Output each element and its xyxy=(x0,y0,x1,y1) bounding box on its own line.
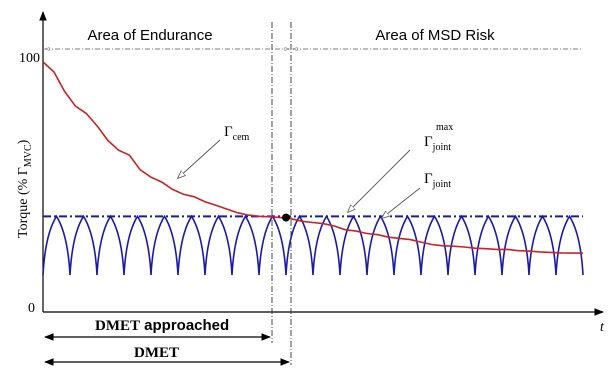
y-axis-label: Torque (% ΓMVC) xyxy=(16,139,34,238)
cem-symbol: Γ xyxy=(224,124,233,140)
region-endurance-label: Area of Endurance xyxy=(87,27,212,44)
y-tick-100: 100 xyxy=(19,51,40,66)
cem-annotation-label: Γcem xyxy=(224,124,250,143)
max-annotation-arrow xyxy=(348,149,411,212)
y-axis-label-end: ) xyxy=(16,139,31,144)
dmet-approached-bold: DMET xyxy=(95,318,140,334)
cem-sub: cem xyxy=(233,132,250,143)
joint-sub: joint xyxy=(432,179,452,190)
dmet-approached-rest: approached xyxy=(140,317,229,334)
series-joint-line xyxy=(42,214,584,276)
y-tick-0: 0 xyxy=(28,301,35,316)
joint-annotation-label: Γjoint xyxy=(424,171,451,190)
dmet-approached-label: DMET approached xyxy=(95,317,229,334)
dmet-intersection-point xyxy=(282,213,290,222)
x-axis-label: t xyxy=(600,320,605,335)
max-annotation-label: Γjoint xyxy=(424,134,451,153)
region-msd-label: Area of MSD Risk xyxy=(375,27,495,44)
cem-annotation-arrow xyxy=(178,139,221,178)
joint-symbol: Γ xyxy=(424,171,433,187)
y-axis-label-main: Torque (% Γ xyxy=(16,167,31,238)
max-sup: max xyxy=(436,122,453,133)
series-cem-line xyxy=(42,61,583,254)
joint-annotation-arrow xyxy=(382,187,421,218)
dmet-label: DMET xyxy=(134,345,179,361)
max-sub: joint xyxy=(432,142,452,153)
y-axis-label-sub: MVC xyxy=(23,144,34,167)
max-symbol: Γ xyxy=(424,134,433,150)
